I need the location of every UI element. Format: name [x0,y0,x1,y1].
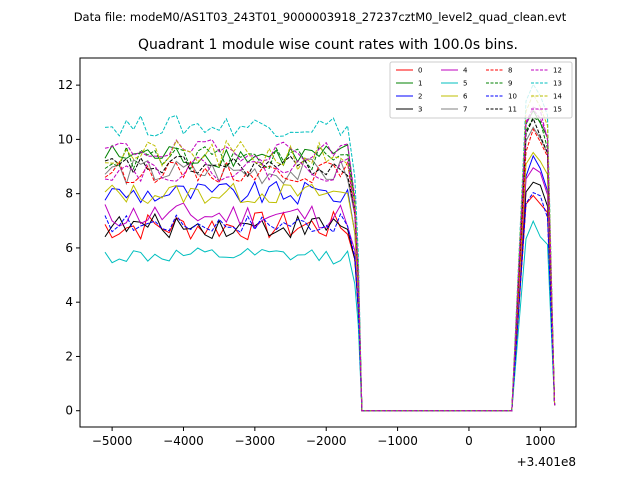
y-tick-label: 2 [65,349,73,363]
x-tick-label: 1000 [525,434,556,448]
chart-title: Quadrant 1 module wise count rates with … [138,37,518,53]
x-tick-label: −4000 [163,434,204,448]
legend-label: 5 [463,80,467,88]
legend-label: 10 [508,93,517,101]
plot-area [80,58,576,427]
legend-label: 13 [553,80,562,88]
x-tick-label: −3000 [235,434,276,448]
y-axis: 0 2 4 6 8 10 12 [58,78,80,418]
y-tick-label: 0 [65,404,73,418]
legend-label: 2 [418,93,422,101]
plot-frame [79,57,577,428]
y-tick-label: 8 [65,187,73,201]
suptitle: Data file: modeM0/AS1T03_243T01_90000039… [74,10,567,24]
x-tick-label: 0 [465,434,473,448]
y-tick-label: 10 [58,132,73,146]
legend-label: 8 [508,67,512,75]
series-line-15 [104,106,556,412]
legend-label: 15 [553,106,562,114]
legend-label: 7 [463,106,467,114]
x-tick-label: −5000 [92,434,133,448]
legend-label: 0 [418,67,422,75]
legend-box [389,61,573,119]
x-axis: −5000 −4000 −3000 −2000 −1000 0 1000 [92,427,556,448]
y-tick-label: 12 [58,78,73,92]
y-tick-label: 6 [65,241,73,255]
legend-label: 3 [418,106,422,114]
x-tick-label: −2000 [306,434,347,448]
x-offset-text: +3.401e8 [517,455,576,469]
y-tick-label: 4 [65,295,73,309]
x-tick-label: −1000 [377,434,418,448]
series-lines [104,83,556,412]
legend-label: 12 [553,67,562,75]
legend-label: 9 [508,80,512,88]
legend-label: 6 [463,93,468,101]
legend-label: 1 [418,80,422,88]
legend-label: 11 [508,106,517,114]
legend-label: 14 [553,93,562,101]
legend-label: 4 [463,67,468,75]
series-line-11 [104,117,556,412]
